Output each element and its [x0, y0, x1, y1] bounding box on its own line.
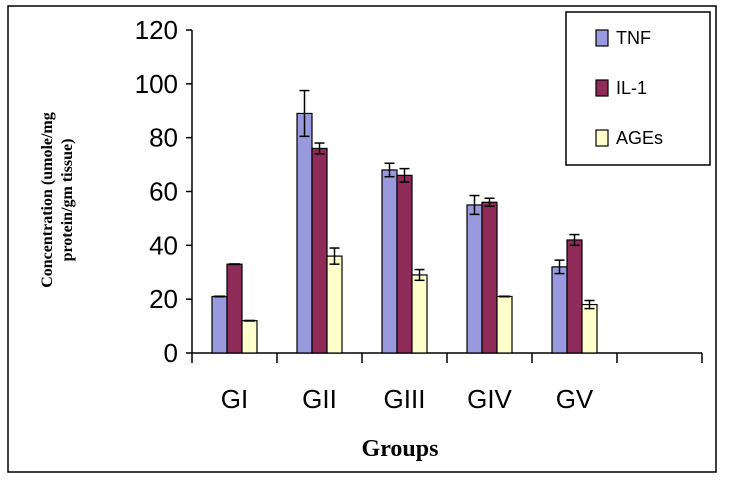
legend-swatch — [595, 129, 609, 147]
x-tick-label: GI — [221, 384, 248, 414]
legend-label: TNF — [616, 28, 651, 48]
bar — [551, 266, 568, 354]
bar — [566, 239, 583, 354]
bar — [581, 303, 598, 354]
x-tick-label: GIV — [467, 384, 512, 414]
legend-swatch — [595, 79, 609, 97]
y-axis-title-line2: protein/gm tissue) — [59, 139, 76, 262]
y-tick-label: 120 — [135, 15, 178, 45]
bar — [241, 320, 258, 354]
bar — [211, 295, 228, 354]
bar — [326, 255, 343, 354]
y-tick-group: 0 20 40 60 80 100 120 — [135, 15, 192, 368]
legend-label: IL-1 — [616, 78, 647, 98]
y-tick-label: 60 — [149, 177, 178, 207]
bar — [496, 295, 513, 354]
legend-label: AGEs — [616, 128, 663, 148]
x-tick-group: GI GII GIII GIV GV — [191, 353, 703, 414]
bar — [226, 263, 243, 354]
y-tick-label: 80 — [149, 123, 178, 153]
y-tick-label: 0 — [164, 338, 178, 368]
legend: TNF IL-1 AGEs — [565, 11, 711, 166]
bar — [311, 147, 328, 354]
x-tick-label: GIII — [384, 384, 426, 414]
y-tick-label: 20 — [149, 284, 178, 314]
bar — [411, 274, 428, 354]
bar — [296, 112, 313, 354]
y-tick-label: 40 — [149, 230, 178, 260]
bar — [381, 169, 398, 354]
bar — [466, 204, 483, 354]
x-axis-title: Groups — [362, 436, 439, 462]
bar — [481, 201, 498, 354]
x-tick-label: GII — [302, 384, 337, 414]
y-tick-label: 100 — [135, 69, 178, 99]
x-tick-label: GV — [556, 384, 594, 414]
bar — [396, 174, 413, 354]
legend-box — [565, 11, 711, 166]
y-axis-title-line1: Concentration (umole/mg — [39, 112, 56, 288]
legend-swatch — [595, 29, 609, 47]
bar-group — [211, 89, 598, 354]
